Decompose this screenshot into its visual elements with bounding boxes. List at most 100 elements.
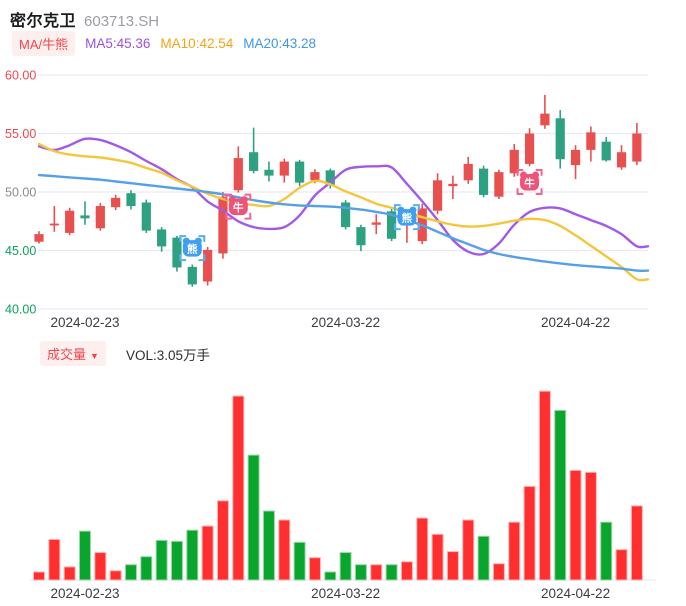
candle-body	[509, 149, 519, 174]
volume-value: VOL:3.05万手	[125, 347, 210, 363]
candle-body	[555, 118, 565, 160]
candle-body	[187, 266, 197, 285]
volume-bar	[293, 541, 306, 581]
volume-bar	[569, 469, 582, 581]
candle-body	[249, 152, 259, 171]
volume-bar	[354, 564, 367, 581]
volume-bar	[201, 525, 214, 581]
candle-body	[65, 210, 75, 233]
volume-bar	[446, 551, 459, 581]
volume-bar	[216, 500, 229, 581]
volume-bar	[339, 552, 352, 581]
volume-bar	[124, 564, 137, 581]
volume-bar	[247, 454, 260, 581]
x-axis-date-label: 2024-03-22	[311, 315, 380, 330]
candle-body	[157, 229, 167, 247]
caret-down-icon: ▼	[90, 351, 99, 361]
candle-body	[111, 197, 121, 208]
x-axis-date-label: 2024-02-23	[50, 315, 119, 330]
price-tick-label: 45.00	[5, 244, 36, 258]
candle-body	[203, 249, 213, 282]
volume-bar	[477, 535, 490, 581]
candle-body	[386, 211, 397, 239]
svg-text:熊: 熊	[187, 243, 198, 256]
volume-bar	[170, 540, 183, 581]
candle-body	[233, 158, 243, 191]
bear-marker-icon[interactable]: 熊	[393, 204, 420, 231]
candle-body	[432, 180, 443, 211]
candle-body	[371, 222, 381, 225]
volume-bar	[554, 409, 567, 581]
volume-bar	[492, 563, 505, 581]
candle-body	[356, 227, 366, 246]
volume-bar	[63, 566, 76, 581]
volume-bar	[400, 561, 413, 581]
volume-bar	[630, 505, 643, 581]
volume-type-label: 成交量	[47, 347, 87, 362]
x-axis-date-label: 2024-02-23	[50, 586, 119, 601]
candle-body	[524, 133, 535, 164]
bull-marker-icon[interactable]: 牛	[516, 169, 543, 196]
candle-body	[295, 161, 305, 183]
volume-bar	[431, 533, 444, 581]
candle-body	[172, 237, 182, 268]
svg-text:牛: 牛	[233, 201, 244, 214]
candle-body	[586, 132, 596, 150]
x-axis-date-label: 2024-04-22	[541, 315, 610, 330]
price-tick-label: 40.00	[5, 303, 36, 317]
svg-text:牛: 牛	[524, 177, 535, 190]
ma10-legend-value: MA10:42.54	[160, 36, 234, 51]
volume-bar	[385, 564, 398, 581]
candle-body	[540, 113, 550, 126]
volume-bar	[262, 510, 275, 581]
volume-bar	[416, 517, 429, 581]
volume-header: 成交量 ▼ VOL:3.05万手	[40, 341, 210, 366]
stock-name: 密尔克卫	[10, 13, 77, 30]
ma-mode-badge[interactable]: MA/牛熊	[12, 31, 76, 56]
candle-body	[80, 215, 90, 219]
volume-bar	[538, 390, 551, 581]
stock-code: 603713.SH	[84, 13, 160, 30]
candle-body	[49, 223, 59, 226]
candle-body	[463, 163, 473, 181]
ma5-line	[37, 137, 650, 256]
candle-body	[218, 196, 228, 254]
volume-bar	[523, 485, 536, 581]
volume-bar	[232, 395, 245, 581]
x-axis-date-label: 2024-03-22	[311, 586, 380, 601]
bear-marker-icon[interactable]: 熊	[179, 235, 206, 262]
bull-marker-icon[interactable]: 牛	[225, 193, 252, 220]
volume-bar	[600, 521, 613, 581]
volume-bar	[370, 564, 383, 581]
price-tick-label: 50.00	[5, 186, 36, 200]
volume-bar	[308, 557, 321, 581]
ma20-line	[37, 173, 650, 272]
volume-bar	[140, 556, 153, 581]
volume-bar	[508, 521, 521, 581]
candle-body	[601, 141, 611, 161]
volume-bar	[33, 571, 45, 581]
candle-body	[95, 206, 105, 229]
candle-body	[478, 168, 489, 195]
ma5-legend-value: MA5:45.36	[85, 36, 151, 51]
volume-bar	[109, 570, 122, 581]
candle-body	[448, 183, 458, 187]
candle-body	[616, 152, 627, 168]
candle-body	[570, 149, 581, 166]
price-tick-label: 60.00	[5, 69, 36, 83]
volume-bar	[324, 571, 337, 581]
candle-body	[494, 172, 504, 197]
volume-bar	[48, 538, 61, 581]
candle-body	[34, 234, 44, 242]
candle-body	[310, 172, 320, 181]
volume-bar	[78, 530, 91, 581]
chart-header: 密尔克卫 603713.SH	[10, 7, 160, 30]
volume-bar	[94, 552, 107, 581]
candle-body	[325, 170, 335, 185]
volume-bar	[462, 519, 475, 581]
volume-type-dropdown[interactable]: 成交量 ▼	[40, 341, 106, 366]
candle-body	[632, 133, 642, 162]
ma20-legend-value: MA20:43.28	[243, 36, 317, 51]
svg-text:熊: 熊	[402, 212, 413, 225]
